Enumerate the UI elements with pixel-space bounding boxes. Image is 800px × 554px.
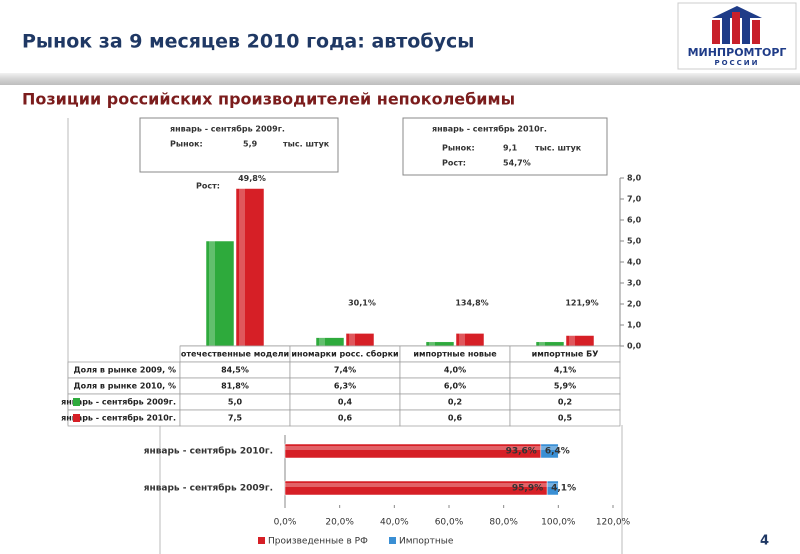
data-label: 0,4 [338,398,353,407]
y-tick-label: 6,0 [627,216,642,225]
table-value: 81,8% [221,382,249,391]
y-tick-label: январь - сентябрь 2010г. [144,446,273,457]
info-unit: тыс. штук [283,140,330,149]
legend-label: Произведенные в РФ [268,537,368,547]
table-value: 5,9% [554,382,576,391]
bar-shine [459,333,465,346]
x-tick-label: 0,0% [274,518,297,528]
bar-shine [285,446,541,450]
x-tick-label: 40,0% [380,518,409,528]
x-tick-label: 80,0% [489,518,518,528]
info-period: январь - сентябрь 2010г. [432,124,547,134]
y-tick-label: 1,0 [627,321,642,330]
table-value: 6,3% [334,382,356,391]
row-label: Доля в рынке 2009, % [74,366,176,375]
legend-swatch [73,398,80,406]
legend-swatch [73,414,80,422]
growth-label: 49,8% [238,174,266,183]
bar [546,480,559,496]
info-box: январь - сентябрь 2009г. Рынок: 5,9 тыс.… [139,117,339,173]
bar-shine [429,341,435,346]
bar [205,240,235,347]
table-value: 7,4% [334,366,356,375]
y-tick-label: 2,0 [627,300,642,309]
x-tick-label: иномарки росс. сборки [291,349,398,359]
bar-shine [547,483,559,487]
header-band [0,73,800,85]
legend-swatch [258,537,265,544]
bar-shine [539,341,545,346]
data-label: 0,2 [558,398,572,407]
info-unit: тыс. штук [535,144,582,153]
bar-shine [349,333,355,346]
row-label: Доля в рынке 2010, % [74,382,176,391]
bar-shine [239,188,245,346]
bar-shine [569,335,575,346]
growth-title: Рост: [196,182,220,191]
slide-subtitle: Позиции российских производителей непоко… [22,90,515,109]
table-value: 4,0% [444,366,466,375]
table-value: 84,5% [221,366,249,375]
y-tick-label: 5,0 [627,237,642,246]
info-label: Рынок: [170,140,203,149]
table-cell [509,409,621,427]
logo-name: МИНПРОМТОРГ [688,46,787,59]
data-label: 5,0 [228,398,243,407]
info-value: 54,7% [503,159,531,168]
bar-shine [285,483,548,487]
legend-swatch [389,537,396,544]
bar-shine [319,337,325,346]
table-value: 6,0% [444,382,466,391]
y-tick-label: январь - сентябрь 2009г. [144,483,273,494]
growth-label: 30,1% [348,299,376,308]
x-tick-label: 20,0% [325,518,354,528]
y-tick-label: 8,0 [627,174,642,183]
data-label: 0,6 [338,414,353,423]
growth-label: 134,8% [455,299,488,308]
x-tick-label: 60,0% [435,518,464,528]
info-value: 5,9 [243,140,258,149]
legend-label: Импортные [399,537,454,547]
data-label: 93,6% [506,447,537,457]
y-tick-label: 7,0 [627,195,642,204]
logo-country: РОССИИ [714,59,759,67]
data-label: 4,1% [551,484,576,494]
data-label: 0,5 [558,414,573,423]
x-tick-label: 100,0% [541,518,576,528]
x-tick-label: отечественные модели [181,350,289,359]
info-label: Рынок: [442,144,475,153]
y-tick-label: 3,0 [627,279,642,288]
info-label: Рост: [442,159,466,168]
data-label: 7,5 [228,414,243,423]
data-label: 6,4% [545,447,570,457]
growth-label: 121,9% [565,299,598,308]
y-tick-label: 0,0 [627,342,642,351]
x-tick-label: 120,0% [596,518,631,528]
table-value: 4,1% [554,366,576,375]
data-label: 0,2 [448,398,462,407]
x-tick-label: импортные БУ [532,350,599,359]
page-number: 4 [760,534,769,549]
bar-shine [209,241,215,346]
x-tick-label: импортные новые [413,350,497,359]
legend-label: январь - сентябрь 2009г. [61,397,176,407]
legend-label: январь - сентябрь 2010г. [61,413,176,423]
info-period: январь - сентябрь 2009г. [170,124,285,134]
y-tick-label: 4,0 [627,258,642,267]
info-value: 9,1 [503,144,518,153]
bar [540,443,559,459]
data-label: 0,6 [448,414,463,423]
data-label: 95,9% [512,484,543,494]
logo: МИНПРОМТОРГ РОССИИ [677,2,797,70]
slide-title: Рынок за 9 месяцев 2010 года: автобусы [22,31,474,53]
bar-shine [540,446,559,450]
info-box: январь - сентябрь 2010г. Рынок: 9,1 тыс.… [402,117,608,176]
